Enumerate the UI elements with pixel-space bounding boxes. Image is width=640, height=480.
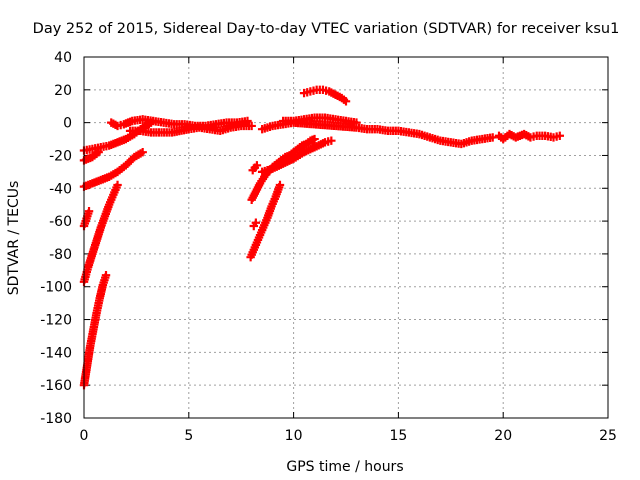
data-point (247, 121, 256, 131)
data-point (555, 131, 564, 140)
y-tick-label: 40 (54, 50, 72, 66)
x-tick-label: 15 (389, 428, 407, 444)
data-point (327, 136, 336, 145)
y-tick-label: -60 (49, 214, 72, 230)
x-tick-label: 0 (80, 428, 89, 444)
data-points (79, 85, 564, 390)
y-tick-label: -140 (40, 345, 72, 361)
series-arc-20 (299, 85, 351, 106)
plot-frame (83, 56, 609, 419)
series-track-short (79, 207, 94, 231)
y-tick-label: -100 (40, 280, 72, 296)
series-track-rise-a (79, 147, 147, 191)
data-point (252, 161, 262, 170)
tick-layer: 0 5 10 15 20 25 -180 -160 -140 -120 -100 -80 -60 -40 -… (40, 50, 617, 444)
x-axis-label: GPS time / hours (286, 459, 403, 475)
series-track-8h-b (247, 134, 319, 204)
x-tick-label: 25 (599, 428, 617, 444)
y-tick-label: 0 (63, 116, 72, 132)
x-tick-label: 10 (285, 428, 303, 444)
data-point (341, 97, 351, 106)
y-tick-label: -180 (40, 411, 72, 427)
data-point (488, 133, 497, 142)
data-point (275, 180, 285, 190)
x-tick-label: 20 (494, 428, 512, 444)
data-point (251, 218, 261, 227)
series-cluster-zero-2 (125, 121, 256, 137)
series-track-8h-a (246, 180, 285, 262)
series-track-steep-mid (79, 180, 122, 287)
data-point (84, 207, 94, 216)
data-point (113, 180, 122, 190)
data-point (101, 271, 111, 280)
series-track-8h-e (248, 161, 262, 175)
grid-layer (84, 57, 608, 418)
y-tick-label: -20 (49, 148, 72, 164)
series-cluster-mid (257, 118, 497, 149)
series-cluster-tail (494, 129, 564, 144)
y-axis-label: SDTVAR / TECUs (6, 181, 22, 296)
chart-title: Day 252 of 2015, Sidereal Day-to-day VTE… (33, 21, 620, 37)
data-point (310, 134, 319, 144)
x-tick-label: 5 (184, 428, 193, 444)
y-tick-label: -120 (40, 313, 72, 329)
y-tick-label: -80 (49, 247, 72, 263)
series-track-8h-d (249, 218, 261, 231)
y-tick-label: 20 (54, 83, 72, 99)
data-point (138, 147, 147, 157)
y-tick-label: -160 (40, 378, 72, 394)
series-track-8h-c (257, 136, 336, 177)
y-tick-label: -40 (49, 181, 72, 197)
